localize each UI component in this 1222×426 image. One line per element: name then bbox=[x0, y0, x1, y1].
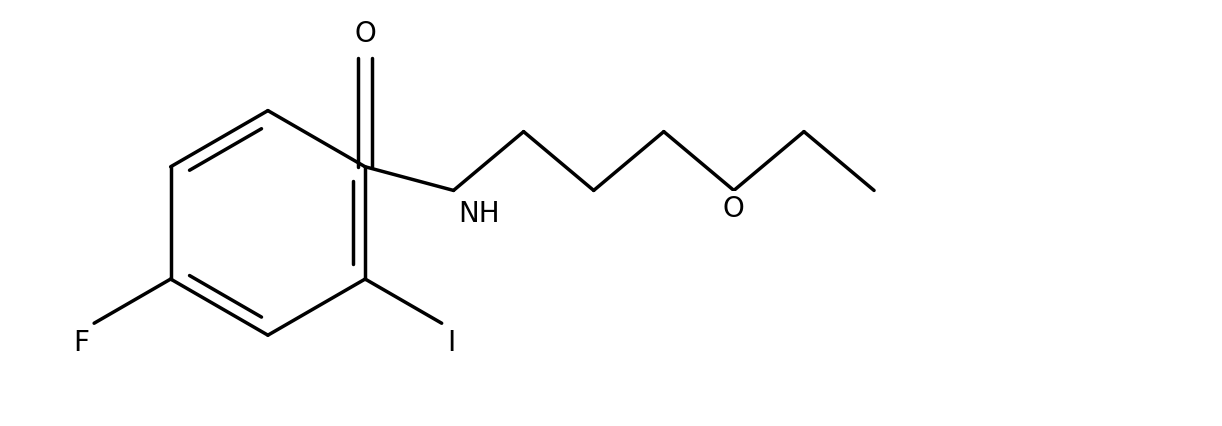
Text: O: O bbox=[354, 20, 376, 48]
Text: NH: NH bbox=[458, 199, 500, 227]
Text: F: F bbox=[73, 328, 89, 357]
Text: I: I bbox=[447, 328, 455, 357]
Text: O: O bbox=[723, 194, 744, 222]
